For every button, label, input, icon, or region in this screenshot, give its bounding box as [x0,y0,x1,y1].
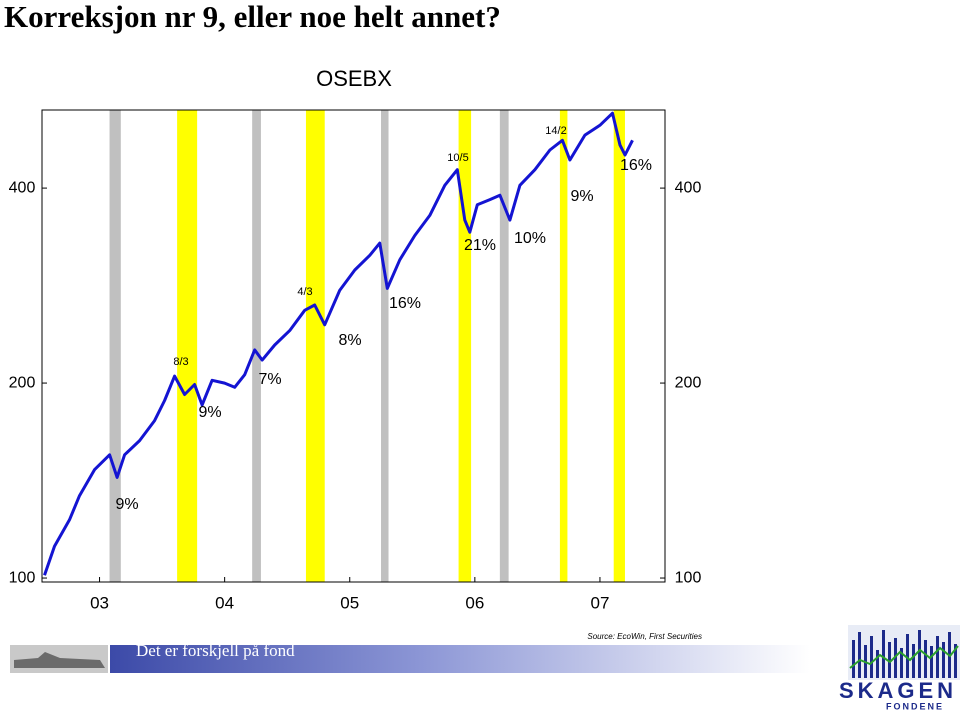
annotation: 8% [338,332,361,349]
annotation: 16% [389,295,421,312]
annotation: 4/3 [297,286,312,298]
plot-area: 100 100 200 200 400 400 03 04 05 06 07 9% 8/3 9% 7% 4/3… [9,109,702,612]
y-tick-label: 100 [9,569,36,586]
period-band [109,110,121,582]
annotation: 9% [570,188,593,205]
period-band [499,110,509,582]
annotation: 10% [514,230,546,247]
period-band [252,110,261,582]
y-tick-label-right: 400 [675,179,702,196]
ship-icon [14,652,105,668]
period-band [559,110,568,582]
annotation: 21% [464,237,496,254]
index-line [43,111,634,576]
y-tick-label-right: 100 [675,569,702,586]
footer-slogan: Det er forskjell på fond [136,641,295,660]
y-tick-label-right: 200 [675,374,702,391]
footer-strip [110,645,810,673]
annotation: 9% [115,496,138,513]
plot-frame [41,109,666,583]
x-tick-label: 04 [215,593,234,612]
chart-title: OSEBX [316,66,392,91]
period-band [613,110,625,582]
annotation: 16% [620,157,652,174]
x-tick-label: 05 [340,593,359,612]
logo-subtext: FONDENE [886,701,944,711]
period-band [305,110,325,582]
slide-title: Korreksjon nr 9, eller noe helt annet? [4,0,501,34]
annotation: 7% [258,371,281,388]
source-note: Source: EcoWin, First Securities [587,632,702,641]
period-band [381,110,389,582]
logo-text: SKAGEN [839,678,957,703]
annotation: 14/2 [545,125,566,137]
annotation: 9% [198,404,221,421]
x-tick-label: 03 [90,593,109,612]
annotation: 8/3 [173,356,188,368]
annotation: 10/5 [447,152,468,164]
x-tick-label: 07 [590,593,609,612]
y-tick-label: 400 [9,179,36,196]
period-band [177,110,198,582]
x-tick-label: 06 [465,593,484,612]
y-tick-label: 200 [9,374,36,391]
logo-graphic [848,625,960,680]
